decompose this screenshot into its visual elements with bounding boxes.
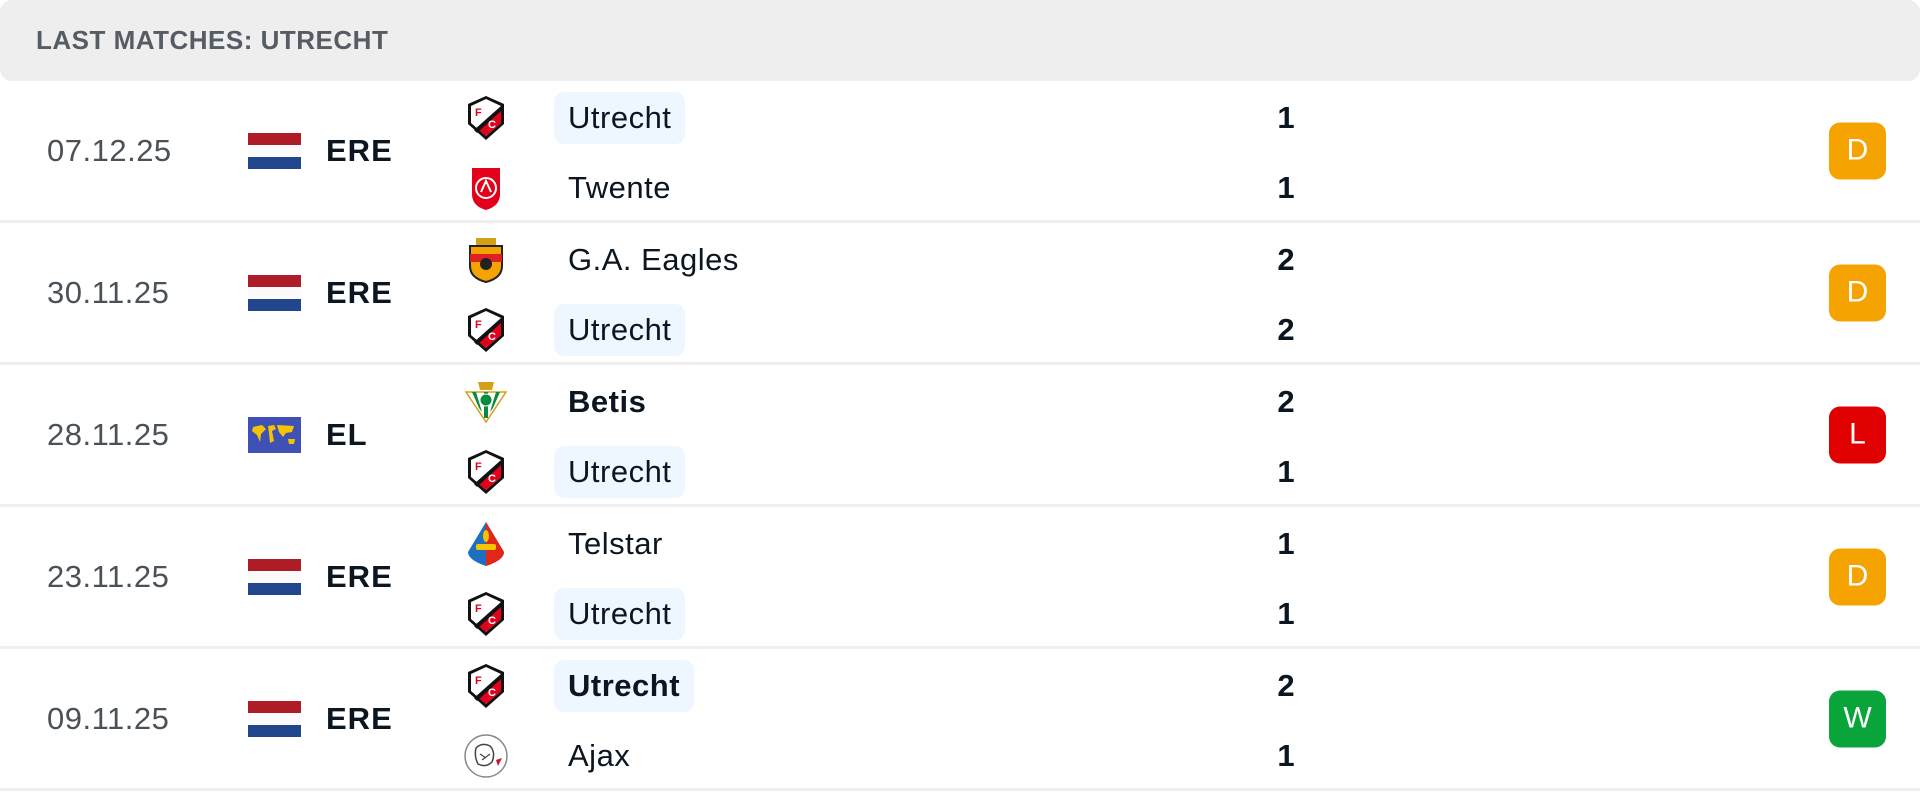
netherlands-flag-icon <box>248 274 301 311</box>
team-name: Utrecht <box>554 304 686 356</box>
result-badge: D <box>1829 548 1886 605</box>
match-date: 23.11.25 <box>47 558 170 594</box>
svg-text:F: F <box>475 675 482 687</box>
away-score: 1 <box>1277 454 1295 489</box>
team-home: Telstar <box>462 516 663 572</box>
svg-text:F: F <box>475 319 482 331</box>
svg-text:F: F <box>475 461 482 473</box>
team-name: G.A. Eagles <box>568 242 739 277</box>
team-name: Betis <box>568 384 647 419</box>
svg-text:C: C <box>488 331 496 343</box>
team-name: Utrecht <box>554 446 686 498</box>
away-score: 1 <box>1277 738 1295 773</box>
svg-text:C: C <box>488 473 496 485</box>
team-home: G.A. Eagles <box>462 232 739 288</box>
team-name: Telstar <box>568 526 663 561</box>
netherlands-flag-icon <box>248 558 301 595</box>
team-name: Utrecht <box>554 660 695 712</box>
team-name: Ajax <box>568 738 631 773</box>
svg-text:C: C <box>488 615 496 627</box>
twente-logo-icon <box>462 164 510 212</box>
league-code: EL <box>326 416 368 452</box>
match-date: 28.11.25 <box>47 416 170 452</box>
svg-text:C: C <box>488 119 496 131</box>
home-score: 1 <box>1277 100 1295 135</box>
away-score: 2 <box>1277 312 1295 347</box>
team-name: Utrecht <box>554 92 686 144</box>
away-score: 1 <box>1277 170 1295 205</box>
match-date: 09.11.25 <box>47 700 170 736</box>
league-code: ERE <box>326 558 393 594</box>
match-date: 07.12.25 <box>47 132 172 168</box>
svg-text:F: F <box>475 603 482 615</box>
home-score: 1 <box>1277 526 1295 561</box>
section-title: LAST MATCHES: UTRECHT <box>36 25 389 55</box>
result-badge: L <box>1829 406 1886 463</box>
league-code: ERE <box>326 132 393 168</box>
home-score: 2 <box>1277 384 1295 419</box>
telstar-logo-icon <box>462 520 510 568</box>
betis-logo-icon <box>462 378 510 426</box>
result-badge: D <box>1829 264 1886 321</box>
team-away: Twente <box>462 160 671 216</box>
league-code: ERE <box>326 700 393 736</box>
eagles-logo-icon <box>462 236 510 284</box>
league-code: ERE <box>326 274 393 310</box>
ajax-logo-icon <box>462 732 510 780</box>
away-score: 1 <box>1277 596 1295 631</box>
svg-text:F: F <box>475 107 482 119</box>
home-score: 2 <box>1277 242 1295 277</box>
team-name: Utrecht <box>554 588 686 640</box>
netherlands-flag-icon <box>248 132 301 169</box>
team-name: Twente <box>568 170 671 205</box>
section-header: LAST MATCHES: UTRECHT <box>0 0 1920 81</box>
svg-text:C: C <box>488 687 496 699</box>
result-badge: W <box>1829 690 1886 747</box>
team-away: Ajax <box>462 728 630 784</box>
world-flag-icon <box>248 416 301 453</box>
result-badge: D <box>1829 122 1886 179</box>
home-score: 2 <box>1277 668 1295 703</box>
match-date: 30.11.25 <box>47 274 170 310</box>
netherlands-flag-icon <box>248 700 301 737</box>
team-home: Betis <box>462 374 646 430</box>
